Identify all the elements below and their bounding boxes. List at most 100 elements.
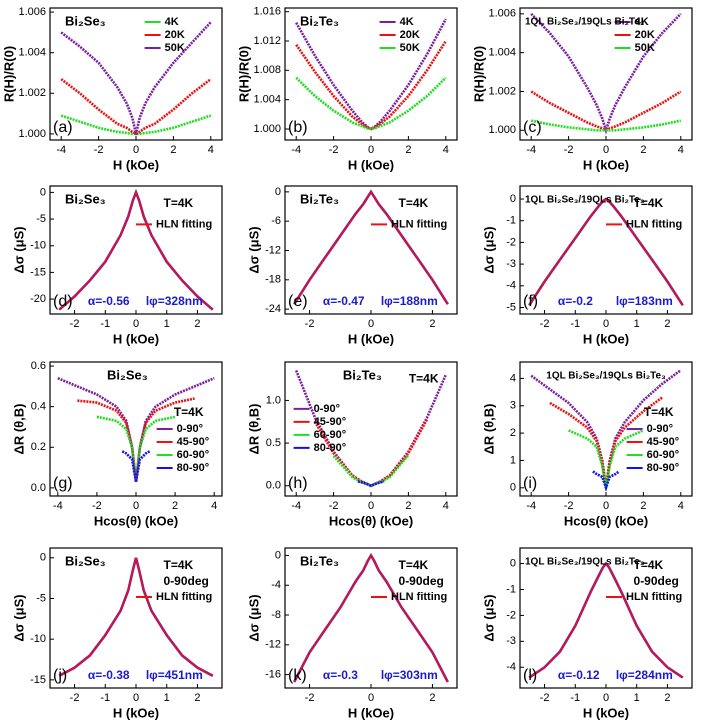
plot-frame	[284, 7, 458, 141]
legend-label: 4K	[635, 16, 649, 28]
y-tick-label: -10	[30, 240, 46, 252]
y-tick-label: -15	[30, 266, 46, 278]
x-tick-label: -2	[305, 318, 315, 330]
y-tick-label: 0	[40, 552, 46, 564]
x-tick-label: -2	[540, 692, 550, 704]
plot-frame	[284, 185, 458, 315]
y-tick-label: -1	[506, 583, 516, 595]
y-tick-label: 1.006	[488, 8, 516, 20]
y-axis-label: Δσ (μS)	[246, 226, 261, 273]
y-axis-label: ΔR (θ,B)	[11, 403, 26, 454]
x-tick-label: -1	[570, 318, 580, 330]
x-tick-label: 1	[164, 318, 170, 330]
y-tick-label: 1.004	[488, 47, 516, 59]
x-tick-label: 1	[634, 318, 640, 330]
plot-frame	[519, 185, 693, 315]
x-tick-label: 4	[678, 500, 684, 512]
y-tick-label: 2	[510, 427, 516, 439]
legend-label: HLN fitting	[156, 591, 212, 603]
note: 0-90deg	[634, 574, 679, 588]
series-line	[96, 415, 176, 482]
legend-label: 45-90°	[647, 436, 680, 448]
panel-title: Bi₂Te₃	[300, 191, 339, 206]
plot-frame	[49, 361, 223, 497]
x-tick-label: 2	[405, 144, 411, 156]
x-tick-label: -2	[305, 692, 315, 704]
legend-label: HLN fitting	[391, 218, 447, 230]
y-axis-label: Δσ (μS)	[481, 226, 496, 273]
y-tick-label: -12	[265, 639, 281, 651]
panel-title: 1QL Bi₂Se₃/19QLs Bi₂Te₃	[525, 195, 645, 206]
y-axis-label: R(H)/R(0)	[236, 46, 251, 102]
legend-label: 20K	[400, 29, 420, 41]
y-tick-label: 1.000	[18, 128, 46, 140]
note: T=4K	[634, 558, 664, 572]
x-tick-label: 0	[133, 144, 139, 156]
x-tick-label: -2	[92, 500, 102, 512]
y-tick-label: 0	[510, 193, 516, 205]
x-tick-label: 0	[603, 692, 609, 704]
series-line	[332, 454, 410, 488]
plot-frame	[519, 547, 693, 689]
panel-label: (g)	[53, 475, 73, 492]
note: 0-90deg	[164, 574, 209, 588]
series-line	[58, 557, 214, 677]
y-tick-label: 0	[275, 186, 281, 198]
x-tick-label: 4	[443, 144, 449, 156]
y-tick-label: -4	[506, 661, 516, 673]
x-axis-label: H (kOe)	[583, 331, 629, 346]
x-tick-label: 0	[133, 500, 139, 512]
x-tick-label: 2	[640, 144, 646, 156]
y-axis-label: Δσ (μS)	[246, 594, 261, 641]
y-tick-label: -3	[506, 258, 516, 270]
panel-label: (l)	[523, 667, 537, 684]
x-tick-label: 0	[368, 144, 374, 156]
x-tick-label: 2	[172, 500, 178, 512]
x-tick-label: -2	[329, 144, 339, 156]
y-tick-label: 0	[275, 549, 281, 561]
x-axis-label: H (kOe)	[113, 331, 159, 346]
x-tick-label: -4	[291, 144, 301, 156]
series-line	[295, 76, 447, 131]
series-line	[60, 78, 212, 136]
x-tick-label: -2	[329, 500, 339, 512]
x-tick-label: 1	[164, 692, 170, 704]
y-tick-label: 0.2	[31, 441, 46, 453]
legend-label: 50K	[400, 42, 420, 54]
series-line	[293, 190, 449, 305]
x-tick-label: 2	[194, 692, 200, 704]
y-tick-label: 0.5	[266, 437, 281, 449]
legend-label: 20K	[165, 29, 185, 41]
legend-label: 45-90°	[177, 436, 210, 448]
x-tick-label: -2	[70, 692, 80, 704]
y-tick-label: -5	[506, 301, 516, 313]
x-axis-label: Hcos(θ) (kOe)	[564, 513, 648, 528]
y-tick-label: -15	[30, 674, 46, 686]
y-tick-label: -1	[506, 215, 516, 227]
fit-parameter: lφ=188nm	[381, 294, 438, 308]
fit-parameter: α=-0.38	[88, 668, 130, 682]
series-line	[528, 198, 684, 306]
legend-label: 80-90°	[647, 462, 680, 474]
x-axis-label: H (kOe)	[348, 705, 394, 720]
note: T=4K	[174, 405, 204, 419]
panel-label: (f)	[523, 293, 538, 310]
series-line	[295, 40, 447, 131]
series-line	[121, 450, 151, 483]
x-tick-label: -1	[100, 692, 110, 704]
panel-label: (b)	[288, 119, 308, 136]
y-tick-label: -4	[271, 579, 281, 591]
plot-frame	[284, 361, 458, 497]
y-axis-label: Δσ (μS)	[11, 226, 26, 273]
plot-frame	[519, 7, 693, 141]
legend-label: 0-90°	[314, 403, 340, 415]
panel-title: 1QL Bi₂Se₃/19QLs Bi₂Te₃	[525, 17, 645, 28]
y-tick-label: 0.0	[31, 482, 46, 494]
y-tick-label: -2	[506, 609, 516, 621]
panel-label: (k)	[288, 667, 307, 684]
note: T=4K	[164, 196, 194, 210]
legend-label: 80-90°	[177, 462, 210, 474]
fit-parameter: α=-0.2	[558, 294, 593, 308]
y-tick-label: 0	[510, 482, 516, 494]
